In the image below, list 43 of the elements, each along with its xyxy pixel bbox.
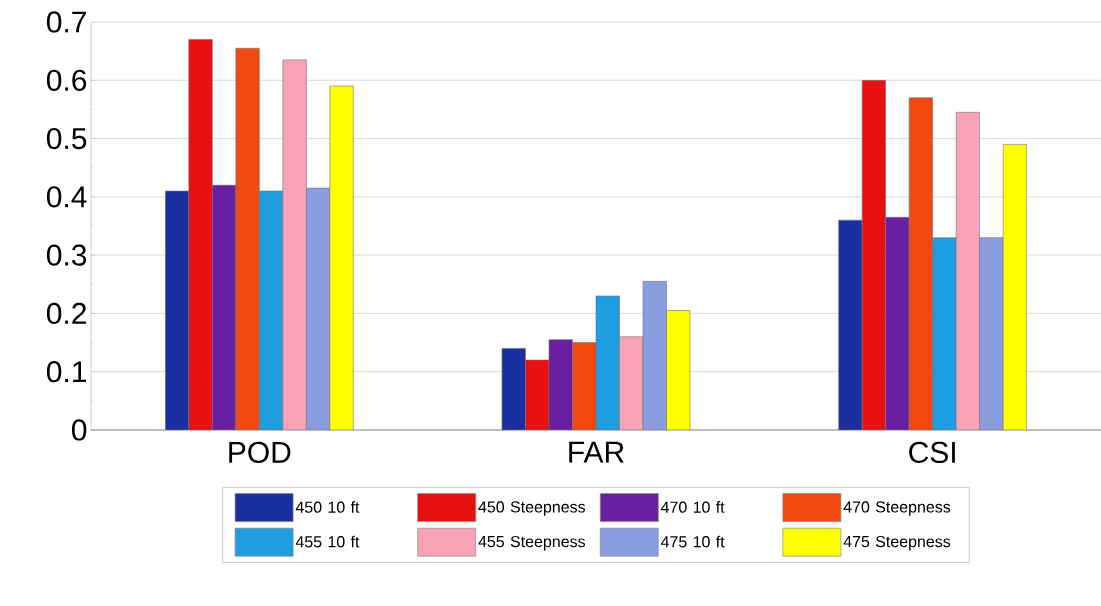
x-tick-label: POD <box>229 441 291 464</box>
bar <box>932 237 957 430</box>
y-tick-label: 0.5 <box>46 127 87 150</box>
bar <box>861 79 886 430</box>
bar <box>165 190 190 430</box>
bar <box>259 190 284 430</box>
y-tick-label: 0.4 <box>46 186 87 208</box>
legend-label: 475 Steepness <box>843 535 951 551</box>
y-tick-label: 0 <box>71 419 87 441</box>
legend-label: 450 Steepness <box>478 501 586 516</box>
y-tick-label: 0.3 <box>46 244 87 266</box>
legend-label: 470 Steepness <box>843 501 951 516</box>
legend-label: 455 10 ft <box>295 535 360 548</box>
y-tick-label: 0.1 <box>46 361 87 383</box>
bar <box>838 219 863 430</box>
bar <box>525 359 550 430</box>
bar <box>548 339 573 430</box>
bar <box>572 342 597 430</box>
x-tick-label: CSI <box>909 441 955 464</box>
bar <box>595 295 620 430</box>
bar <box>1002 144 1027 430</box>
bar <box>235 47 260 430</box>
legend-label: 455 Steepness <box>478 535 586 551</box>
bar <box>329 85 354 430</box>
bar <box>188 39 213 430</box>
bar <box>642 281 667 430</box>
y-tick-label: 0.2 <box>46 302 86 325</box>
legend-label: 470 10 ft <box>660 501 725 513</box>
bar <box>955 112 980 430</box>
y-tick-label: 0.7 <box>46 11 86 33</box>
bar <box>306 187 331 430</box>
bar <box>908 97 933 430</box>
bar <box>666 310 691 430</box>
y-tick-label: 0.6 <box>46 69 87 91</box>
legend-label: 450 10 ft <box>295 501 360 513</box>
legend-label: 475 10 ft <box>660 535 725 548</box>
bar <box>212 184 237 430</box>
bar <box>885 216 910 430</box>
bar <box>282 59 307 430</box>
bar <box>501 348 526 430</box>
bar <box>979 237 1004 430</box>
bar <box>619 336 644 430</box>
x-tick-label: FAR <box>569 441 624 463</box>
